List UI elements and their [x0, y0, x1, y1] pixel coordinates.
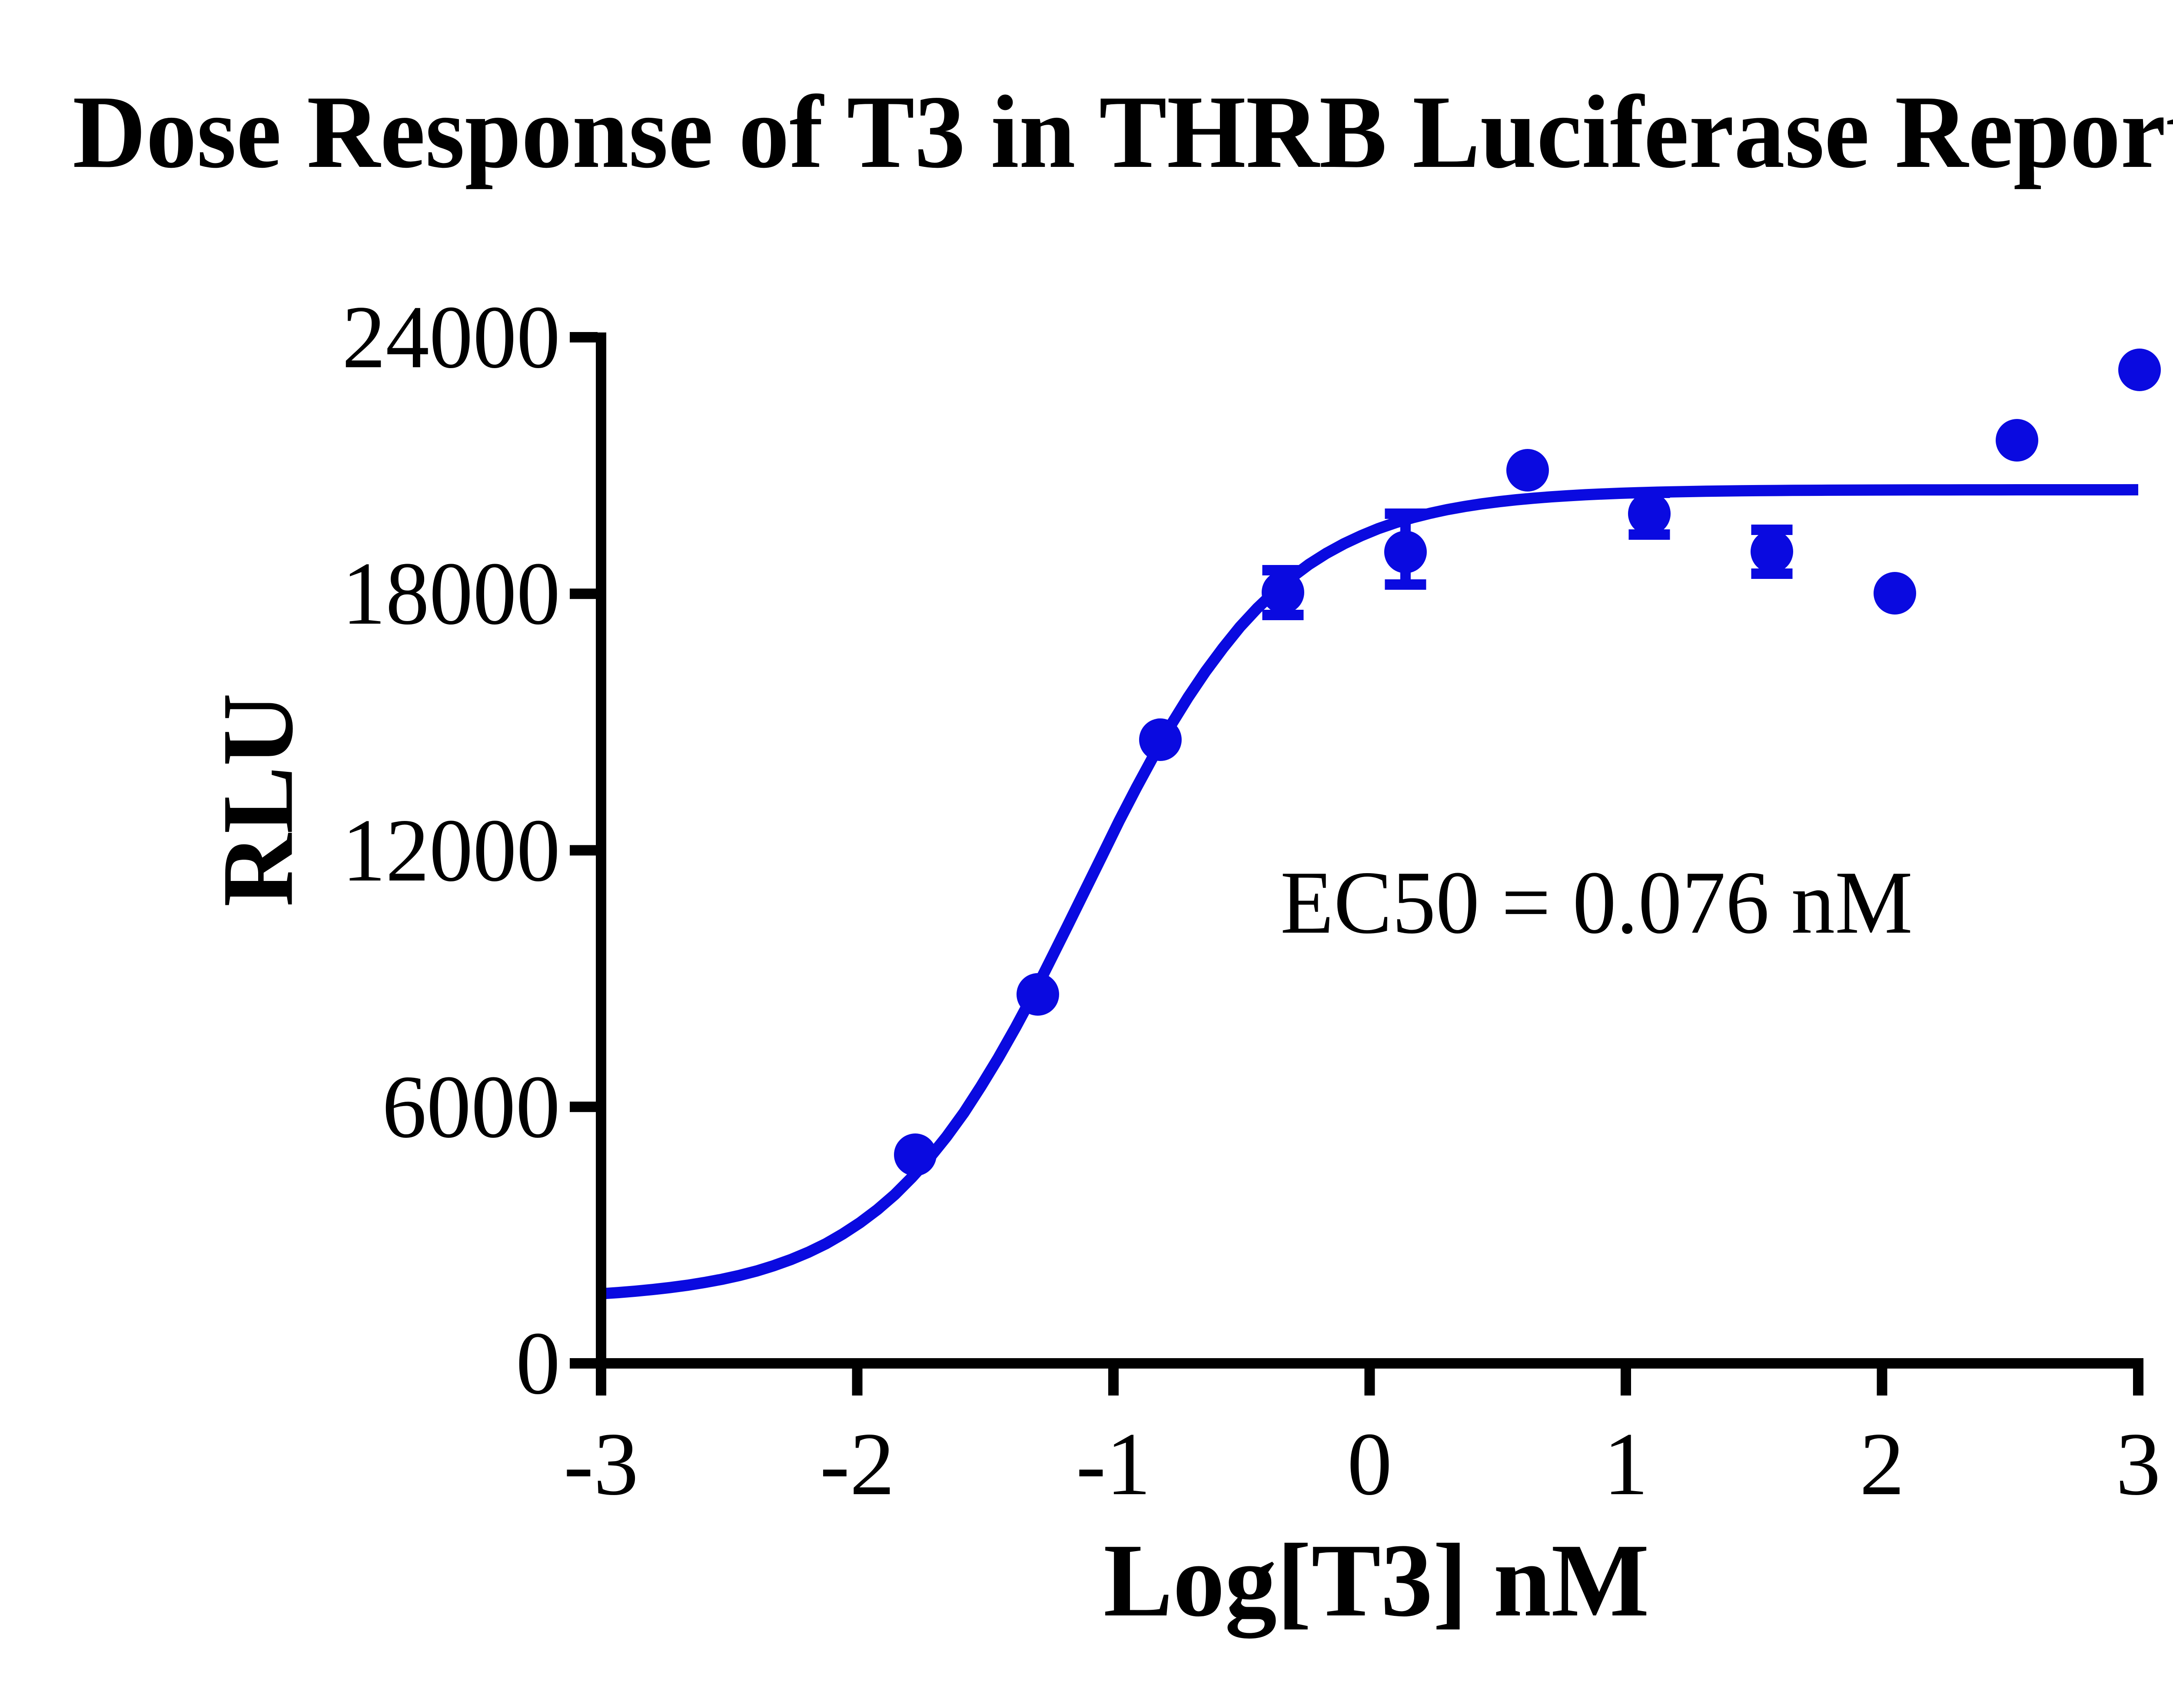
svg-text:0: 0	[1347, 1414, 1392, 1514]
svg-text:-1: -1	[1076, 1414, 1151, 1514]
svg-text:6000: 6000	[382, 1057, 560, 1156]
svg-text:18000: 18000	[342, 544, 560, 643]
svg-text:3: 3	[2116, 1414, 2161, 1514]
svg-text:-2: -2	[820, 1414, 894, 1514]
svg-text:-3: -3	[564, 1414, 638, 1514]
svg-text:Dose Response of T3 in THRB Lu: Dose Response of T3 in THRB Luciferase R…	[73, 74, 2173, 189]
svg-text:Log[T3] nM: Log[T3] nM	[1103, 1522, 1649, 1638]
svg-text:0: 0	[516, 1313, 560, 1413]
svg-text:24000: 24000	[342, 287, 560, 387]
svg-text:1: 1	[1603, 1414, 1648, 1514]
svg-text:RLU: RLU	[201, 693, 314, 907]
svg-text:2: 2	[1860, 1414, 1905, 1514]
svg-text:EC50 = 0.076 nM: EC50 = 0.076 nM	[1280, 853, 1913, 952]
svg-text:12000: 12000	[342, 801, 560, 900]
